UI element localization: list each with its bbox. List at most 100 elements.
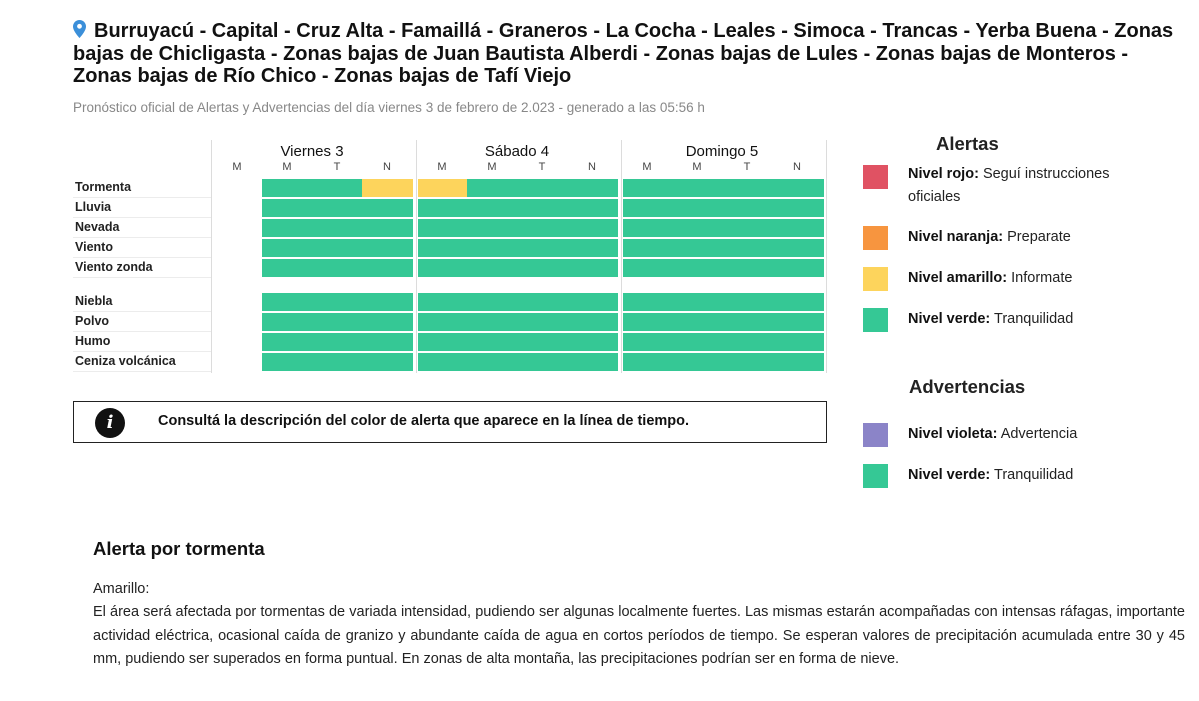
alert-cell[interactable]: [672, 199, 722, 217]
alert-cell[interactable]: [517, 313, 567, 331]
alert-cell[interactable]: [672, 313, 722, 331]
alert-cell[interactable]: [312, 333, 362, 351]
alert-cell[interactable]: [623, 353, 673, 371]
alert-cell[interactable]: [467, 259, 517, 277]
alert-cell[interactable]: [517, 239, 567, 257]
alert-cell[interactable]: [567, 179, 618, 197]
alert-cell[interactable]: [623, 333, 673, 351]
alert-cell[interactable]: [672, 179, 722, 197]
alert-cell[interactable]: [722, 219, 772, 237]
alert-cell[interactable]: [517, 179, 567, 197]
alert-cell[interactable]: [623, 313, 673, 331]
alert-cell[interactable]: [312, 219, 362, 237]
alert-cell[interactable]: [672, 259, 722, 277]
alert-cell[interactable]: [418, 293, 468, 311]
alert-cell[interactable]: [772, 199, 824, 217]
alert-cell[interactable]: [418, 259, 468, 277]
alert-cell[interactable]: [362, 333, 413, 351]
alert-cell[interactable]: [567, 199, 618, 217]
alert-cell[interactable]: [262, 259, 312, 277]
alert-cell[interactable]: [362, 293, 413, 311]
alert-cell[interactable]: [262, 199, 312, 217]
alert-cell[interactable]: [517, 293, 567, 311]
alert-cell[interactable]: [262, 293, 312, 311]
alert-cell[interactable]: [772, 259, 824, 277]
row-label: Niebla: [75, 294, 113, 308]
alert-cell[interactable]: [262, 219, 312, 237]
alert-cell[interactable]: [312, 313, 362, 331]
alert-cell[interactable]: [567, 219, 618, 237]
alert-cell[interactable]: [623, 199, 673, 217]
alert-cell[interactable]: [418, 353, 468, 371]
alert-cell[interactable]: [567, 333, 618, 351]
alert-cell[interactable]: [722, 179, 772, 197]
alert-cell[interactable]: [362, 239, 413, 257]
alert-cell[interactable]: [262, 333, 312, 351]
alert-cell[interactable]: [672, 239, 722, 257]
alert-cell[interactable]: [467, 199, 517, 217]
alert-cell[interactable]: [567, 293, 618, 311]
alert-cell[interactable]: [772, 333, 824, 351]
alert-cell[interactable]: [312, 179, 362, 197]
alert-cell[interactable]: [567, 353, 618, 371]
alert-cell[interactable]: [722, 259, 772, 277]
alert-cell[interactable]: [517, 219, 567, 237]
alert-cell[interactable]: [623, 239, 673, 257]
alert-cell[interactable]: [418, 313, 468, 331]
alert-cell[interactable]: [262, 239, 312, 257]
alert-cell[interactable]: [418, 199, 468, 217]
alert-cell[interactable]: [517, 199, 567, 217]
alert-cell[interactable]: [772, 239, 824, 257]
alert-cell[interactable]: [262, 179, 312, 197]
alert-cell[interactable]: [362, 179, 413, 197]
alert-cell[interactable]: [467, 293, 517, 311]
alert-cell[interactable]: [418, 219, 468, 237]
alert-cell[interactable]: [467, 353, 517, 371]
alert-cell[interactable]: [418, 333, 468, 351]
alert-cell[interactable]: [672, 293, 722, 311]
alert-cell[interactable]: [467, 313, 517, 331]
alert-cell[interactable]: [722, 199, 772, 217]
alert-cell[interactable]: [467, 239, 517, 257]
alert-cell[interactable]: [772, 313, 824, 331]
alert-cell[interactable]: [262, 353, 312, 371]
alert-cell[interactable]: [672, 353, 722, 371]
alert-cell[interactable]: [567, 239, 618, 257]
alert-cell[interactable]: [362, 199, 413, 217]
alert-cell[interactable]: [418, 179, 468, 197]
alert-cell[interactable]: [623, 259, 673, 277]
alert-cell[interactable]: [672, 333, 722, 351]
alert-cell[interactable]: [312, 239, 362, 257]
alert-cell[interactable]: [517, 333, 567, 351]
alert-cell[interactable]: [672, 219, 722, 237]
alert-cell[interactable]: [517, 353, 567, 371]
alert-cell[interactable]: [312, 259, 362, 277]
alert-cell[interactable]: [418, 239, 468, 257]
alert-cell[interactable]: [312, 293, 362, 311]
alert-cell[interactable]: [467, 179, 517, 197]
alert-cell[interactable]: [722, 353, 772, 371]
alert-cell[interactable]: [722, 239, 772, 257]
alert-cell[interactable]: [362, 353, 413, 371]
alert-cell[interactable]: [362, 259, 413, 277]
alert-cell[interactable]: [567, 259, 618, 277]
alert-cell[interactable]: [722, 293, 772, 311]
alert-cell[interactable]: [772, 353, 824, 371]
alert-cell[interactable]: [467, 333, 517, 351]
alert-cell[interactable]: [362, 219, 413, 237]
alert-cell[interactable]: [312, 353, 362, 371]
alert-cell[interactable]: [772, 179, 824, 197]
alert-cell[interactable]: [312, 199, 362, 217]
alert-cell[interactable]: [623, 179, 673, 197]
alert-cell[interactable]: [623, 219, 673, 237]
alert-cell[interactable]: [467, 219, 517, 237]
alert-cell[interactable]: [362, 313, 413, 331]
alert-cell[interactable]: [517, 259, 567, 277]
alert-cell[interactable]: [722, 333, 772, 351]
alert-cell[interactable]: [567, 313, 618, 331]
alert-cell[interactable]: [262, 313, 312, 331]
alert-cell[interactable]: [772, 293, 824, 311]
alert-cell[interactable]: [772, 219, 824, 237]
alert-cell[interactable]: [623, 293, 673, 311]
alert-cell[interactable]: [722, 313, 772, 331]
